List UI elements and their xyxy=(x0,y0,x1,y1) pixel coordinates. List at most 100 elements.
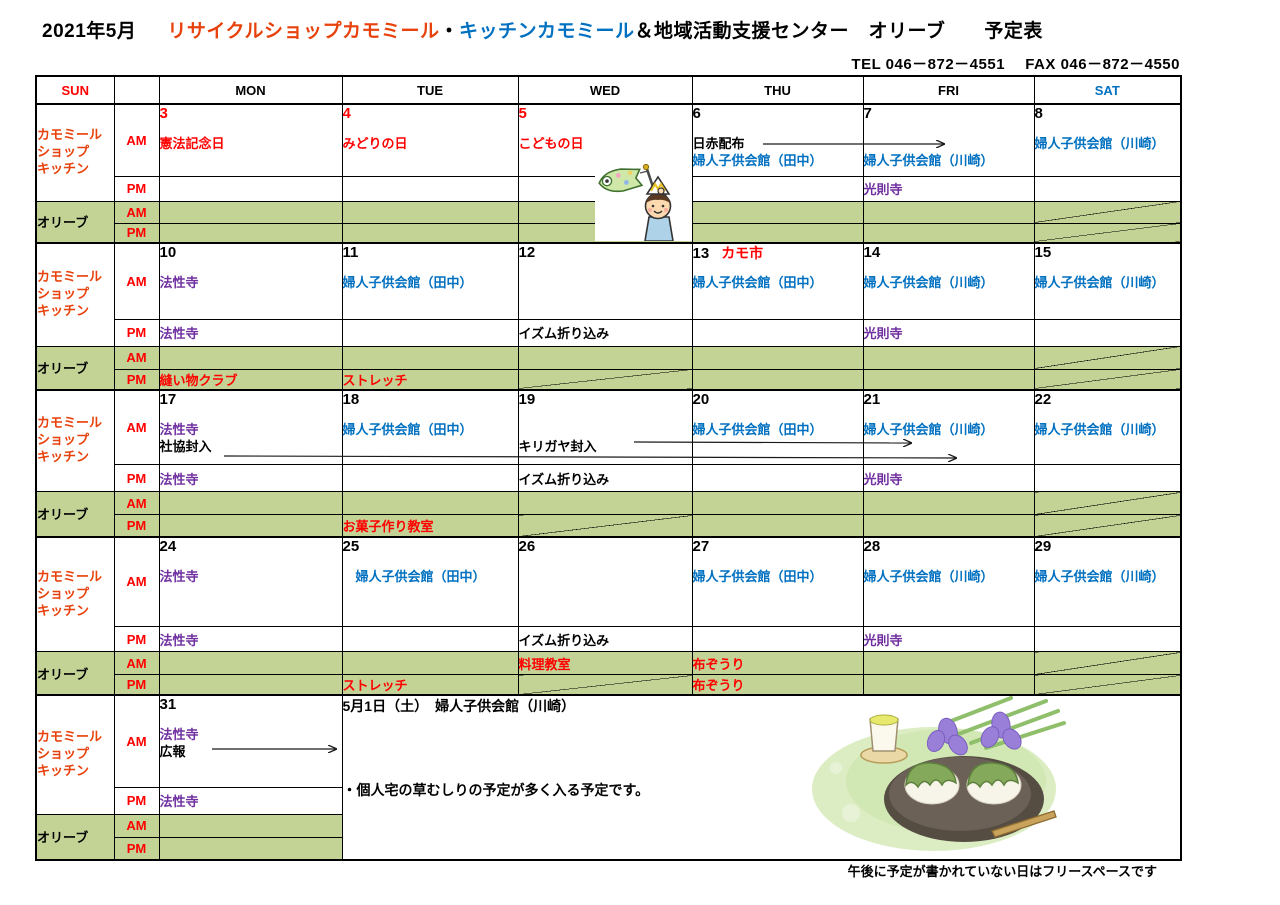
day-number: 7 xyxy=(863,105,872,122)
venue-text: 婦人子供会館（田中） xyxy=(692,275,823,290)
kamomiru-label: カモミール ショップ キッチン xyxy=(35,242,115,347)
day-number: 12 xyxy=(518,244,536,261)
day-10: 10 法性寺 xyxy=(158,242,343,320)
day-number: 15 xyxy=(1034,244,1052,261)
day-24: 24 法性寺 xyxy=(158,535,343,627)
olive-event-day-25: ストレッチ xyxy=(341,674,519,696)
olive-event-day-11: ストレッチ xyxy=(341,368,519,390)
week2-pm-row: PM 法性寺 イズム折り込み 光則寺 xyxy=(36,318,1182,347)
olive-event-day-10: 縫い物クラブ xyxy=(158,368,343,390)
pm-label: PM xyxy=(113,674,160,696)
pm-label: PM xyxy=(113,175,160,202)
day-number: 3 xyxy=(159,105,168,122)
venue-text: 婦人子供会館（田中） xyxy=(692,568,823,584)
week2-olive-pm-row: PM 縫い物クラブ ストレッチ xyxy=(36,368,1182,390)
day-13: 13 カモ市 婦人子供会館（田中） xyxy=(691,242,864,320)
day-8: 8 婦人子供会館（川崎） xyxy=(1033,103,1182,177)
venue-text: 婦人子供会館（田中） xyxy=(342,275,473,290)
day-number: 26 xyxy=(518,537,536,555)
day-22: 22 婦人子供会館（川崎） xyxy=(1033,388,1182,465)
phone-fax-line: TEL 046－872－4551 FAX 046－872－4550 xyxy=(851,56,1180,73)
venue-text: 婦人子供会館（田中） xyxy=(692,421,823,437)
olive-event-day-27: 布ぞうり xyxy=(691,651,864,675)
pm-label: PM xyxy=(113,318,160,347)
kamomiru-label: カモミール ショップ キッチン xyxy=(35,694,115,815)
day-14: 14 婦人子供会館（川崎） xyxy=(862,242,1035,320)
pm-event-day-14: 光則寺 xyxy=(862,318,1035,347)
pm-event-day-26: イズム折り込み xyxy=(517,626,693,652)
weekday-header-row: SUN MON TUE WED THU FRI SAT xyxy=(35,75,1182,105)
footer-note: 午後に予定が書かれていない日はフリースペースです xyxy=(847,864,1157,879)
week5-pm-row: PM 法性寺 xyxy=(36,786,1181,815)
day-header-mon: MON xyxy=(158,75,343,105)
day-11: 11 婦人子供会館（田中） xyxy=(341,242,519,320)
day-header-blank xyxy=(113,75,160,105)
title-separator: ・ xyxy=(439,21,459,42)
event-text: 法性寺 xyxy=(159,568,199,584)
week5-olive-pm-row: PM xyxy=(36,836,1181,861)
week2-am-row: カモミール ショップ キッチン AM 10 法性寺 11 婦人子供会館（田中） … xyxy=(35,242,1182,347)
am-label: AM xyxy=(113,388,160,465)
day-number: 19 xyxy=(518,390,536,408)
week5-olive-am-row: オリーブ AM xyxy=(35,813,1181,861)
day-number: 28 xyxy=(863,537,881,555)
title-rest: ＆地域活動支援センター オリーブ 予定表 xyxy=(634,21,1043,42)
event-text: みどりの日 xyxy=(342,136,408,151)
day-18: 18 婦人子供会館（田中） xyxy=(341,388,519,465)
event-text: こどもの日 xyxy=(518,136,584,151)
day-4: 4 みどりの日 xyxy=(341,103,519,177)
day-header-sat: SAT xyxy=(1033,75,1182,105)
am-label: AM xyxy=(113,535,160,627)
pm-event-day-7: 光則寺 xyxy=(862,175,1035,202)
kamomiru-label: カモミール ショップ キッチン xyxy=(35,103,115,202)
day-27: 27 婦人子供会館（田中） xyxy=(691,535,864,627)
olive-label: オリーブ xyxy=(35,200,115,244)
day-header-tue: TUE xyxy=(341,75,519,105)
closed-cell xyxy=(517,514,693,537)
note-kusamushiri: ・個人宅の草むしりの予定が多く入る予定です。 xyxy=(342,782,650,798)
week4-olive-pm-row: PM ストレッチ 布ぞうり xyxy=(36,674,1182,696)
am-label: AM xyxy=(113,345,160,370)
day-header-wed: WED xyxy=(517,75,693,105)
kamomiru-label: カモミール ショップ キッチン xyxy=(35,388,115,492)
pm-event-day-24: 法性寺 xyxy=(158,626,343,652)
pm-event-day-12: イズム折り込み xyxy=(517,318,693,347)
pm-event-day-21: 光則寺 xyxy=(862,464,1035,492)
day-21: 21 婦人子供会館（川崎） xyxy=(862,388,1035,465)
day-28: 28 婦人子供会館（川崎） xyxy=(862,535,1035,627)
day-number: 8 xyxy=(1034,105,1043,122)
closed-cell xyxy=(1033,345,1182,370)
event-text: 憲法記念日 xyxy=(159,136,225,151)
closed-cell xyxy=(1033,651,1182,675)
pm-event-day-31: 法性寺 xyxy=(158,786,343,815)
week3-olive-am-row: オリーブ AM xyxy=(35,491,1182,537)
olive-event-day-18: お菓子作り教室 xyxy=(341,514,519,537)
day-number: 27 xyxy=(692,537,710,555)
day-17: 17 法性寺 社協封入 xyxy=(158,388,343,465)
venue-text: 婦人子供会館（田中） xyxy=(342,568,486,584)
event-text: 法性寺 xyxy=(159,421,199,437)
venue-text: 婦人子供会館（田中） xyxy=(342,421,473,437)
am-label: AM xyxy=(113,651,160,675)
page-title: 2021年5月 リサイクルショップカモミール・キッチンカモミール＆地域活動支援セ… xyxy=(42,16,1043,43)
day-number: 29 xyxy=(1034,537,1052,555)
week1-am-row: カモミール ショップ キッチン AM 3 憲法記念日 4 みどりの日 5 こども… xyxy=(35,103,1182,202)
am-label: AM xyxy=(113,491,160,515)
week4-am-row: カモミール ショップ キッチン AM 24 法性寺 25 婦人子供会館（田中） … xyxy=(35,535,1182,652)
kamo-market-tag: カモ市 xyxy=(721,245,764,261)
event-text: 法性寺 xyxy=(159,727,199,742)
note-may1: 5月1日（土） 婦人子供会館（川崎） xyxy=(342,698,576,714)
day-number: 31 xyxy=(159,696,177,713)
day-number: 11 xyxy=(342,244,359,261)
closed-cell xyxy=(1033,514,1182,537)
pm-event-day-17: 法性寺 xyxy=(158,464,343,492)
pm-event-day-19: イズム折り込み xyxy=(517,464,693,492)
pm-label: PM xyxy=(113,464,160,492)
day-header-sun: SUN xyxy=(35,75,115,105)
day-20: 20 婦人子供会館（田中） xyxy=(691,388,864,465)
closed-cell xyxy=(1033,491,1182,515)
olive-event-day-27-pm: 布ぞうり xyxy=(691,674,864,696)
title-recycle-shop: リサイクルショップカモミール xyxy=(167,21,440,42)
day-7: 7 婦人子供会館（川崎） xyxy=(862,103,1035,177)
day-number: 6 xyxy=(692,105,701,122)
